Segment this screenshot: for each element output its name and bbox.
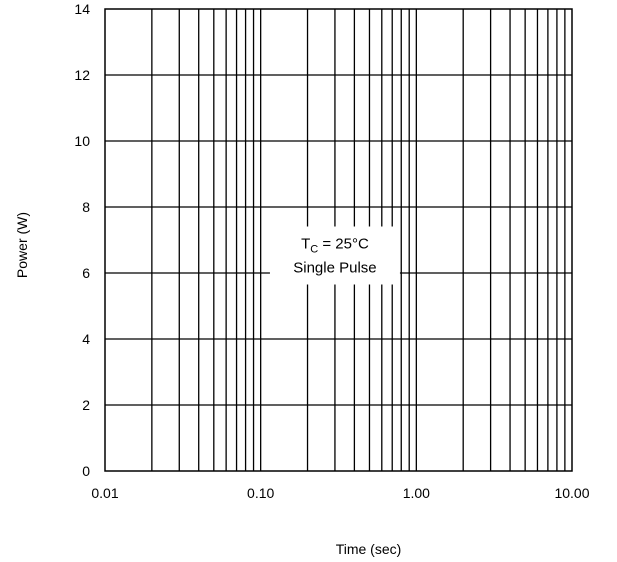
y-tick-label: 10 xyxy=(74,133,90,149)
y-tick-label: 2 xyxy=(82,397,90,413)
annotation-temperature-value: = 25°C xyxy=(318,236,369,253)
x-tick-label: 1.00 xyxy=(403,485,430,501)
x-tick-label: 10.00 xyxy=(554,485,589,501)
y-tick-label: 4 xyxy=(82,331,90,347)
annotation-box: TC = 25°C Single Pulse xyxy=(269,226,400,285)
x-tick-labels: 0.01 0.10 1.00 10.00 xyxy=(91,485,589,501)
y-tick-labels: 0 2 4 6 8 10 12 14 xyxy=(74,1,90,479)
x-tick-label: 0.01 xyxy=(91,485,118,501)
annotation-background xyxy=(269,226,400,285)
y-tick-label: 14 xyxy=(74,1,90,17)
y-tick-label: 6 xyxy=(82,265,90,281)
annotation-single-pulse: Single Pulse xyxy=(293,260,376,277)
y-tick-label: 8 xyxy=(82,199,90,215)
plot-frame xyxy=(104,8,573,472)
annotation-subscript-c: C xyxy=(310,244,318,256)
y-axis-label: Power (W) xyxy=(14,212,30,278)
annotation-t-symbol: T xyxy=(301,236,310,253)
annotation-case-temperature: TC = 25°C xyxy=(301,236,369,256)
x-axis-label: Time (sec) xyxy=(336,541,402,557)
y-tick-label: 0 xyxy=(82,463,90,479)
y-tick-label: 12 xyxy=(74,67,90,83)
x-tick-label: 0.10 xyxy=(247,485,274,501)
